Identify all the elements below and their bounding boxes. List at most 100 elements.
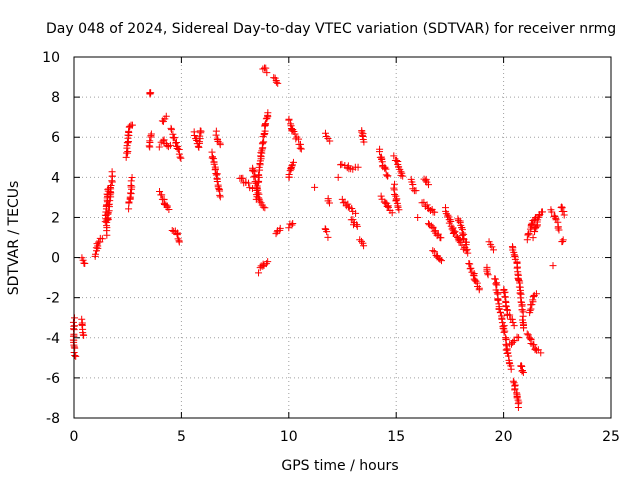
data-point-marker (422, 177, 430, 185)
data-point-marker (165, 205, 173, 213)
data-point-marker (255, 269, 263, 277)
data-point-marker (559, 237, 567, 245)
data-point-marker (525, 230, 533, 238)
data-point-marker (249, 166, 257, 174)
data-point-marker (125, 127, 133, 135)
data-point-marker (529, 293, 537, 301)
data-point-marker (474, 283, 482, 291)
data-point-marker (125, 205, 133, 213)
data-point-marker (469, 271, 477, 279)
data-point-marker (510, 322, 518, 330)
x-tick-label: 20 (495, 429, 513, 445)
data-point-marker (467, 264, 475, 272)
data-point-marker (394, 202, 402, 210)
grid-layer (74, 57, 611, 418)
data-point-marker (558, 203, 566, 211)
data-point-marker (353, 222, 361, 230)
data-point-marker (392, 196, 400, 204)
chart-title: Day 048 of 2024, Sidereal Day-to-day VTE… (46, 21, 616, 37)
data-point-marker (494, 289, 502, 297)
data-point-marker (383, 203, 391, 211)
data-point-marker (285, 116, 293, 124)
data-point-marker (101, 218, 109, 226)
data-point-marker (194, 142, 202, 150)
y-axis-label: SDTVAR / TECUs (6, 181, 22, 296)
data-point-marker (264, 258, 272, 266)
data-point-marker (326, 137, 334, 145)
data-point-marker (105, 185, 113, 193)
data-point-marker (526, 306, 534, 314)
data-point-marker (449, 227, 457, 235)
data-point-marker (338, 160, 346, 168)
data-point-marker (466, 260, 474, 268)
data-point-marker (262, 64, 270, 72)
data-point-marker (272, 78, 280, 86)
data-point-marker (349, 216, 357, 224)
data-point-marker (528, 301, 536, 309)
data-point-marker (500, 328, 508, 336)
y-tick-label: 4 (51, 170, 60, 186)
data-point-marker (495, 305, 503, 313)
data-point-marker (245, 179, 253, 187)
data-point-marker (390, 152, 398, 160)
data-point-marker (146, 89, 154, 97)
data-point-marker (513, 264, 521, 272)
data-point-marker (167, 126, 175, 134)
data-point-marker (436, 256, 444, 264)
data-point-marker (239, 174, 247, 182)
data-point-marker (414, 213, 422, 221)
y-tick-label: 0 (51, 251, 60, 267)
data-point-marker (507, 365, 515, 373)
data-point-marker (527, 220, 535, 228)
data-point-marker (376, 148, 384, 156)
data-point-marker (324, 195, 332, 203)
data-point-marker (210, 160, 218, 168)
data-point-marker (509, 377, 517, 385)
data-point-marker (531, 345, 539, 353)
data-point-marker (530, 341, 538, 349)
data-point-marker (438, 257, 446, 265)
data-point-marker (388, 209, 396, 217)
data-point-marker (216, 191, 224, 199)
plot-layer (69, 64, 568, 412)
data-point-marker (162, 112, 170, 120)
data-point-marker (393, 156, 401, 164)
data-point-marker (498, 319, 506, 327)
data-point-marker (257, 149, 265, 157)
data-point-marker (212, 131, 220, 139)
data-point-marker (71, 351, 79, 359)
data-point-marker (343, 164, 351, 172)
data-point-marker (504, 349, 512, 357)
data-point-marker (173, 231, 181, 239)
data-point-marker (311, 183, 319, 191)
data-point-marker (259, 260, 267, 268)
data-point-marker (103, 202, 111, 210)
data-point-marker (509, 319, 517, 327)
data-point-marker (496, 308, 504, 316)
data-point-marker (72, 352, 80, 360)
data-point-marker (259, 203, 267, 211)
data-point-marker (501, 327, 509, 335)
x-tick-labels: 0 5 10 15 20 25 (70, 429, 620, 445)
data-point-marker (475, 284, 483, 292)
x-tick-label: 15 (387, 429, 405, 445)
data-point-marker (506, 311, 514, 319)
data-point-marker (208, 154, 216, 162)
data-point-marker (71, 314, 79, 322)
y-tick-labels: -8 -6 -4 -2 0 2 4 6 8 10 (42, 50, 60, 427)
data-point-marker (484, 269, 492, 277)
data-point-marker (296, 144, 304, 152)
data-point-marker (493, 281, 501, 289)
data-point-marker (510, 337, 518, 345)
data-point-marker (358, 128, 366, 136)
data-point-marker (170, 133, 178, 141)
data-point-marker (264, 109, 272, 117)
data-point-marker (382, 171, 390, 179)
data-point-marker (323, 228, 331, 236)
data-point-marker (423, 201, 431, 209)
data-point-marker (177, 154, 185, 162)
data-point-marker (529, 234, 537, 242)
data-point-marker (458, 224, 466, 232)
data-point-marker (509, 338, 517, 346)
